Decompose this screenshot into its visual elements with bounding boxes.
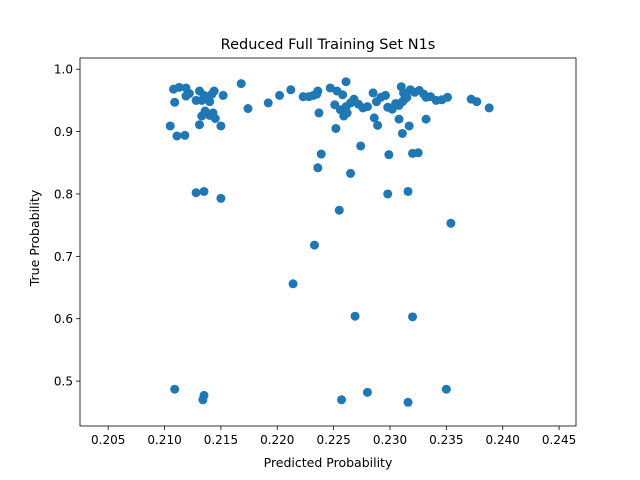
data-point — [403, 397, 413, 407]
data-point — [404, 121, 414, 131]
data-point — [236, 79, 246, 89]
data-point — [170, 97, 180, 107]
data-point — [402, 92, 412, 102]
data-point — [199, 186, 209, 196]
data-point — [191, 188, 201, 198]
x-tick-label: 0.245 — [542, 433, 576, 447]
data-point — [337, 395, 347, 405]
data-point — [383, 189, 393, 199]
x-tick-label: 0.240 — [486, 433, 520, 447]
data-point — [421, 114, 431, 124]
y-tick-label: 1.0 — [54, 63, 73, 77]
y-tick-label: 0.7 — [54, 250, 73, 264]
axis-ticks: 0.205 0.210 0.215 0.220 0.225 0.230 0.235 0.240… — [54, 63, 576, 447]
data-point — [334, 205, 344, 215]
chart-title: Reduced Full Training Set N1s — [221, 37, 436, 53]
data-point — [362, 102, 372, 112]
data-point — [275, 90, 285, 100]
data-point — [342, 108, 352, 118]
y-tick-label: 0.5 — [54, 375, 73, 389]
data-point — [325, 83, 335, 93]
data-point — [172, 131, 182, 141]
data-point — [408, 312, 418, 322]
x-tick-label: 0.210 — [147, 433, 181, 447]
data-point — [403, 186, 413, 196]
data-point — [314, 108, 324, 118]
data-point — [346, 168, 356, 178]
data-point — [384, 150, 394, 160]
data-point — [216, 121, 226, 131]
x-tick-label: 0.220 — [260, 433, 294, 447]
data-point — [313, 86, 323, 96]
x-tick-label: 0.235 — [429, 433, 463, 447]
data-point — [369, 113, 379, 123]
x-axis-label: Predicted Probability — [264, 455, 393, 470]
data-point — [263, 98, 273, 108]
plot-frame — [79, 57, 577, 427]
data-point — [368, 88, 378, 98]
data-point — [316, 149, 326, 159]
data-point — [288, 279, 298, 289]
data-point — [209, 86, 219, 96]
data-point — [341, 77, 351, 87]
data-point — [286, 85, 296, 95]
y-axis-label: True Probability — [27, 189, 42, 287]
data-point — [216, 193, 226, 203]
data-point — [394, 114, 404, 124]
data-point — [356, 141, 366, 151]
y-tick-label: 0.6 — [54, 312, 73, 326]
data-point — [243, 104, 253, 114]
data-point — [205, 97, 215, 107]
data-point — [309, 240, 319, 250]
data-point — [441, 384, 451, 394]
data-point — [472, 97, 482, 107]
data-point — [174, 82, 184, 92]
x-tick-label: 0.225 — [316, 433, 350, 447]
data-point — [350, 311, 360, 321]
y-tick-label: 0.8 — [54, 187, 73, 201]
data-point — [373, 120, 383, 130]
x-tick-label: 0.230 — [373, 433, 407, 447]
data-point — [446, 218, 456, 228]
data-point — [380, 90, 390, 100]
data-point — [331, 123, 341, 133]
data-point — [484, 103, 494, 113]
data-point — [198, 395, 208, 405]
data-point — [180, 130, 190, 140]
data-point — [413, 148, 423, 158]
data-point — [165, 121, 175, 131]
data-points — [165, 77, 494, 407]
y-tick-label: 0.9 — [54, 125, 73, 139]
data-point — [442, 92, 452, 102]
data-point — [338, 90, 348, 100]
x-tick-label: 0.215 — [204, 433, 238, 447]
data-point — [218, 90, 228, 100]
data-point — [194, 120, 204, 130]
data-point — [362, 387, 372, 397]
data-point — [184, 89, 194, 99]
data-point — [210, 114, 220, 124]
data-point — [170, 384, 180, 394]
data-point — [313, 163, 323, 173]
data-point — [397, 128, 407, 138]
x-tick-label: 0.205 — [91, 433, 125, 447]
